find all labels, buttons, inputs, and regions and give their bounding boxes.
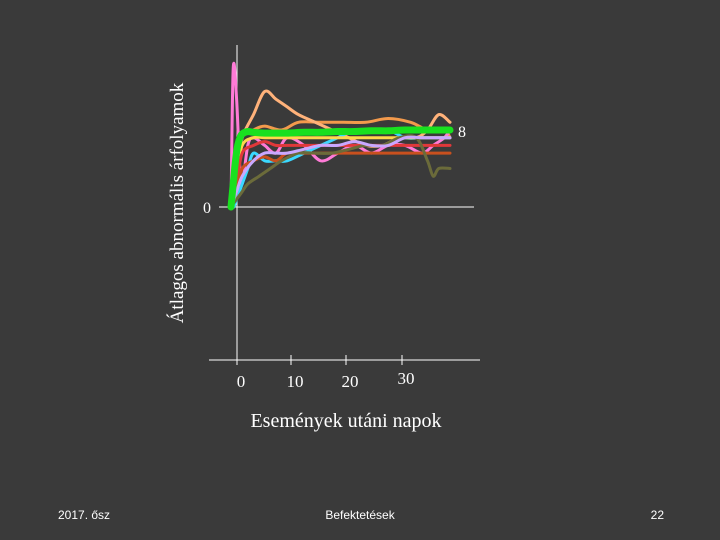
series-line-peach [229,89,452,209]
x-tick-label-10: 10 [287,372,304,391]
x-ticks-group: 0 10 20 30 [236,355,415,391]
footer-date: 2017. ősz [58,508,111,522]
x-tick-label-20: 20 [342,372,359,391]
series-line-lavender [229,135,452,209]
y-tick-label-8: 8 [458,124,466,141]
series-line-olive [229,134,452,209]
x-axis-title: Események utáni napok [250,410,442,432]
x-tick-label-30: 30 [398,369,415,388]
series-line-average [227,126,454,211]
series-group [227,61,454,211]
footer-title: Befektetések [325,508,395,522]
x-tick-label-0: 0 [237,372,246,391]
y-tick-label-0: 0 [203,200,211,217]
page-number: 22 [650,508,664,522]
